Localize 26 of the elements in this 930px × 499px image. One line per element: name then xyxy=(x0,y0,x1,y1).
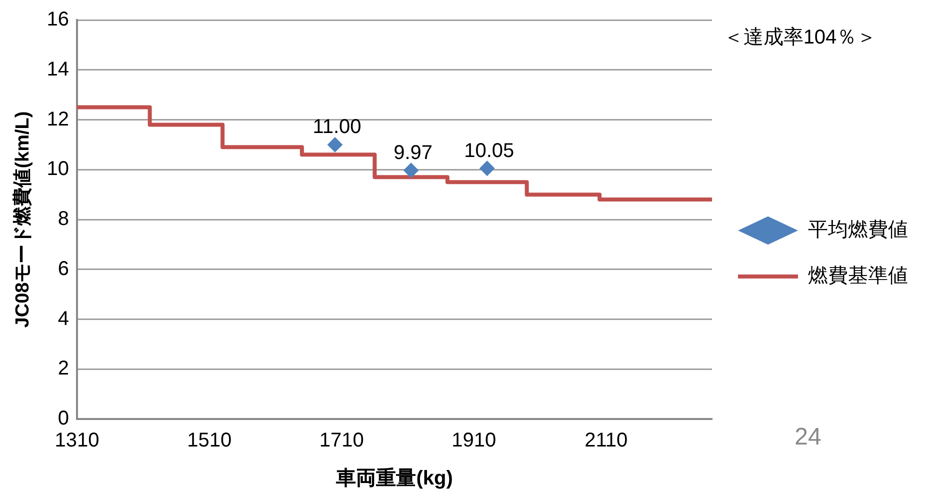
y-tick-label: 12 xyxy=(46,108,70,130)
y-tick-label: 14 xyxy=(46,58,70,80)
y-tick-label: 0 xyxy=(58,408,70,430)
text: 24 xyxy=(794,424,822,451)
x-axis-title: 車両重量(kg) xyxy=(335,466,453,490)
x-tick-label: 1710 xyxy=(319,430,364,452)
x-tick-label: 2110 xyxy=(584,430,628,452)
data-label: 9.97 xyxy=(394,142,433,164)
x-tick-label: 1310 xyxy=(54,430,100,452)
y-tick-label: 10 xyxy=(46,158,70,180)
data-label: 11.00 xyxy=(312,116,362,138)
point xyxy=(327,137,342,152)
point xyxy=(404,162,419,178)
data-label: 10.05 xyxy=(464,140,514,162)
y-axis-title: JC08モード燃費値(km/L) xyxy=(12,111,34,328)
x-tick-label: 1510 xyxy=(187,430,232,452)
y-tick-label: 6 xyxy=(58,258,70,280)
y-tick-label: 4 xyxy=(58,308,70,330)
y-tick-label: 16 xyxy=(46,8,70,31)
text: ＜達成率104％＞ xyxy=(723,26,877,49)
x-tick-label: 1910 xyxy=(452,430,496,452)
y-tick-label: 2 xyxy=(58,358,70,380)
legend-label: 平均燃費値 xyxy=(808,219,908,242)
legend-label: 燃費基準値 xyxy=(808,265,908,288)
y-tick-label: 8 xyxy=(58,208,70,230)
point xyxy=(480,160,495,176)
